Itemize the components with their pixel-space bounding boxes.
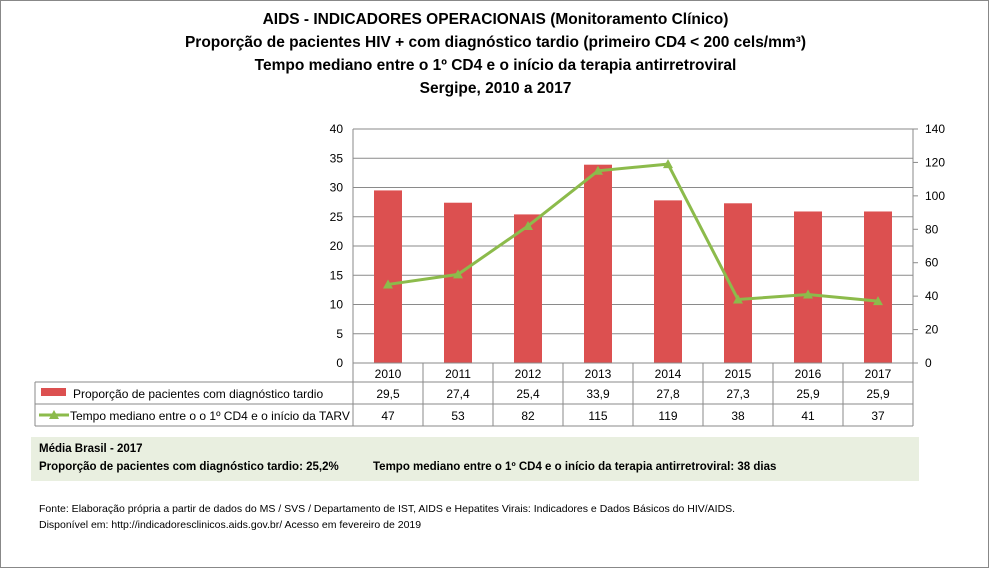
y-right-tick: 40 bbox=[925, 289, 939, 303]
legend-label-bar: Proporção de pacientes com diagnóstico t… bbox=[73, 387, 323, 401]
y-left-tick: 20 bbox=[330, 239, 344, 253]
table-cell-line: 38 bbox=[731, 409, 745, 423]
line-marker-2013 bbox=[593, 165, 603, 175]
table-cell-line: 115 bbox=[588, 409, 607, 423]
y-right-tick: 140 bbox=[925, 122, 945, 136]
x-tick-label: 2010 bbox=[375, 367, 402, 381]
legend-key-bar bbox=[41, 388, 66, 396]
table-cell-line: 41 bbox=[801, 409, 815, 423]
y-left-tick: 25 bbox=[330, 210, 344, 224]
y-right-tick: 80 bbox=[925, 222, 939, 236]
x-tick-label: 2016 bbox=[795, 367, 822, 381]
table-cell-line: 119 bbox=[658, 409, 677, 423]
y-right-tick: 100 bbox=[925, 189, 945, 203]
chart-title-3: Tempo mediano entre o 1º CD4 e o início … bbox=[254, 57, 737, 74]
table-cell-bar: 25,9 bbox=[796, 387, 820, 401]
x-tick-label: 2014 bbox=[655, 367, 682, 381]
source-line-2: Disponível em: http://indicadoresclinico… bbox=[39, 519, 422, 531]
y-left-tick: 35 bbox=[330, 151, 344, 165]
table-cell-line: 82 bbox=[521, 409, 535, 423]
table-cell-bar: 29,5 bbox=[376, 387, 400, 401]
x-tick-label: 2012 bbox=[515, 367, 542, 381]
bar-2010 bbox=[374, 190, 402, 363]
table-cell-bar: 25,9 bbox=[866, 387, 890, 401]
brasil-average-box: Média Brasil - 2017 Proporção de pacient… bbox=[31, 437, 919, 481]
bar-2014 bbox=[654, 200, 682, 363]
chart-title-4: Sergipe, 2010 a 2017 bbox=[419, 80, 572, 97]
y-left-tick: 15 bbox=[330, 268, 344, 282]
table-cell-bar: 33,9 bbox=[586, 387, 610, 401]
x-tick-label: 2013 bbox=[585, 367, 612, 381]
table-cell-bar: 27,4 bbox=[446, 387, 470, 401]
line-marker-2016 bbox=[803, 289, 813, 299]
y-left-tick: 5 bbox=[336, 327, 343, 341]
y-right-tick: 0 bbox=[925, 356, 932, 370]
line-marker-2015 bbox=[733, 294, 743, 304]
table-cell-line: 53 bbox=[451, 409, 465, 423]
y-left-tick: 30 bbox=[330, 181, 344, 195]
table-cell-bar: 25,4 bbox=[516, 387, 540, 401]
table-cell-line: 37 bbox=[871, 409, 885, 423]
y-right-tick: 20 bbox=[925, 323, 939, 337]
table-cell-bar: 27,8 bbox=[656, 387, 680, 401]
bar-2016 bbox=[794, 211, 822, 363]
line-marker-2011 bbox=[453, 269, 463, 279]
x-tick-label: 2017 bbox=[865, 367, 892, 381]
y-left-tick: 0 bbox=[336, 356, 343, 370]
source-line-1: Fonte: Elaboração própria a partir de da… bbox=[39, 503, 736, 515]
line-marker-2017 bbox=[873, 296, 883, 306]
line-marker-2010 bbox=[383, 279, 393, 289]
legend-key-marker bbox=[49, 410, 59, 419]
brasil-median-time: Tempo mediano entre o 1º CD4 e o início … bbox=[373, 461, 777, 473]
brasil-proportion: Proporção de pacientes com diagnóstico t… bbox=[39, 461, 339, 473]
line-marker-2012 bbox=[523, 220, 533, 230]
x-tick-label: 2011 bbox=[445, 367, 471, 381]
table-cell-bar: 27,3 bbox=[726, 387, 750, 401]
table-cell-line: 47 bbox=[381, 409, 395, 423]
bar-2012 bbox=[514, 214, 542, 363]
chart-plot: 0 5 10 15 20 25 30 35 40 0 20 40 60 80 100 120 140 2010 29… bbox=[34, 122, 945, 427]
line-series bbox=[387, 162, 879, 303]
bar-2013 bbox=[584, 164, 612, 363]
chart-title-1: AIDS - INDICADORES OPERACIONAIS (Monitor… bbox=[262, 11, 729, 28]
line-marker-2014 bbox=[663, 159, 673, 169]
chart-title-2: Proporção de pacientes HIV + com diagnós… bbox=[184, 34, 807, 51]
bar-2017 bbox=[864, 211, 892, 363]
y-left-tick: 40 bbox=[330, 122, 344, 136]
bar-2011 bbox=[444, 202, 472, 363]
y-right-tick: 60 bbox=[925, 256, 939, 270]
y-left-tick: 10 bbox=[330, 298, 344, 312]
y-right-tick: 120 bbox=[925, 155, 945, 169]
x-tick-label: 2015 bbox=[725, 367, 752, 381]
legend-label-line: Tempo mediano entre o o 1º CD4 e o iníci… bbox=[70, 409, 350, 423]
brasil-heading: Média Brasil - 2017 bbox=[39, 443, 143, 455]
